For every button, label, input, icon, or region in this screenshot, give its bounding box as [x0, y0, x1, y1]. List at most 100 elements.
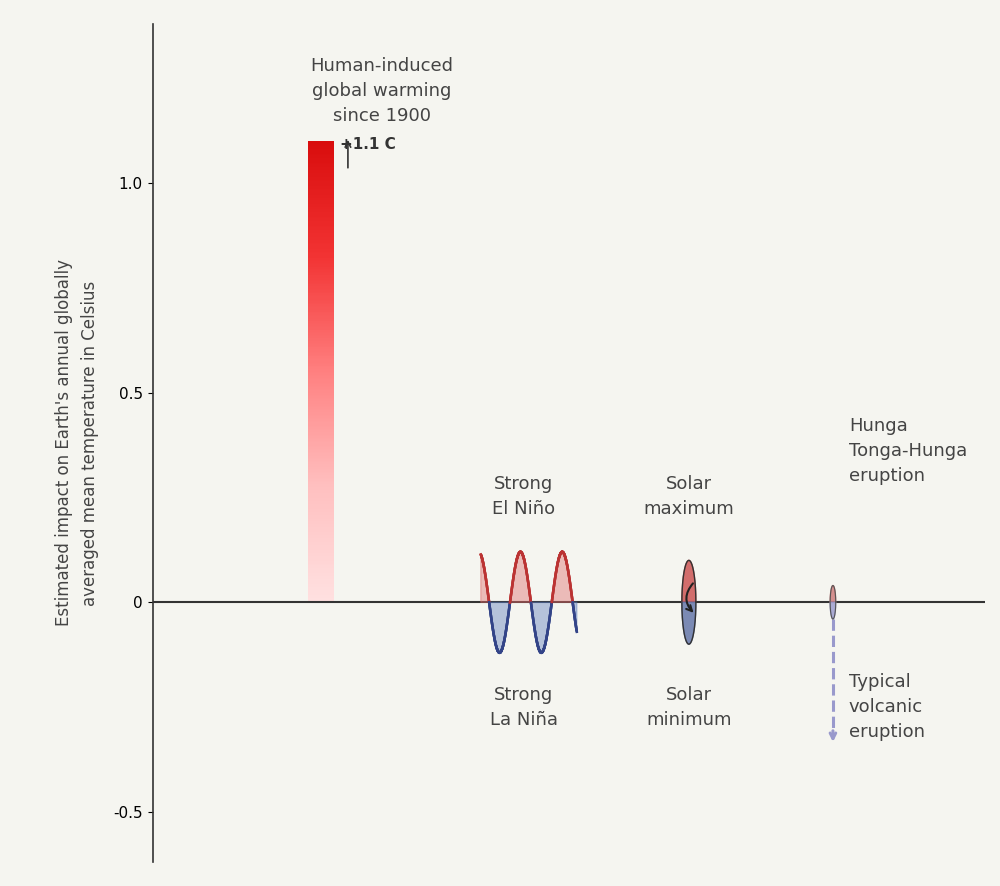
Bar [308, 450, 334, 452]
Bar [308, 419, 334, 421]
Bar [308, 174, 334, 175]
Bar [308, 511, 334, 513]
Bar [308, 349, 334, 350]
Text: Solar
minimum: Solar minimum [646, 686, 732, 729]
Bar [308, 542, 334, 544]
Bar [308, 567, 334, 569]
Bar [308, 197, 334, 198]
Bar [308, 492, 334, 494]
Bar [308, 284, 334, 285]
Bar [308, 400, 334, 401]
Bar [308, 415, 334, 416]
Bar [308, 306, 334, 307]
Bar [308, 438, 334, 439]
Text: Solar
maximum: Solar maximum [643, 476, 734, 518]
Bar [308, 360, 334, 361]
Bar [308, 561, 334, 563]
Bar [308, 389, 334, 390]
Bar [308, 299, 334, 301]
Bar [308, 592, 334, 593]
Bar [308, 201, 334, 203]
Bar [308, 473, 334, 475]
Bar [308, 298, 334, 299]
Bar [308, 413, 334, 415]
Bar [308, 333, 334, 335]
Bar [308, 579, 334, 580]
Bar [308, 582, 334, 584]
Bar [308, 285, 334, 287]
Bar [308, 291, 334, 293]
Bar [308, 155, 334, 157]
Bar [308, 462, 334, 464]
Bar [308, 183, 334, 184]
Bar [308, 362, 334, 364]
Bar [308, 487, 334, 488]
Bar [308, 423, 334, 424]
Bar [308, 553, 334, 555]
Bar [308, 335, 334, 337]
Bar [308, 406, 334, 407]
Bar [308, 569, 334, 570]
Bar [308, 565, 334, 567]
Bar [308, 238, 334, 239]
Bar [308, 176, 334, 178]
Bar [308, 151, 334, 152]
Bar [308, 593, 334, 595]
Bar [308, 293, 334, 295]
Bar [308, 241, 334, 243]
Bar [308, 372, 334, 373]
Bar [308, 404, 334, 406]
Bar [308, 261, 334, 262]
Bar [308, 392, 334, 393]
Bar [308, 307, 334, 308]
Bar [308, 501, 334, 502]
Bar [308, 275, 334, 276]
Bar [308, 251, 334, 252]
Bar [308, 385, 334, 387]
Bar [308, 166, 334, 167]
Bar [308, 441, 334, 442]
Bar [308, 598, 334, 599]
Bar [308, 401, 334, 402]
Bar [308, 435, 334, 436]
Bar [308, 159, 334, 161]
Bar [308, 458, 334, 459]
Text: +1.1 C: +1.1 C [340, 137, 396, 152]
Bar [308, 465, 334, 467]
Bar [308, 256, 334, 258]
Bar [308, 477, 334, 478]
Bar [308, 216, 334, 218]
Bar [308, 329, 334, 330]
Bar [308, 283, 334, 284]
Bar [308, 454, 334, 455]
Bar [308, 595, 334, 596]
Bar [308, 358, 334, 360]
Bar [308, 393, 334, 395]
Bar [308, 470, 334, 471]
Bar [308, 327, 334, 329]
Bar [308, 207, 334, 209]
Bar [308, 210, 334, 212]
Bar [308, 578, 334, 579]
Bar [308, 436, 334, 438]
Bar [308, 556, 334, 557]
Bar [308, 547, 334, 548]
Bar [308, 431, 334, 433]
Bar [308, 239, 334, 241]
Bar [308, 141, 334, 143]
Bar [308, 149, 334, 151]
Bar [308, 243, 334, 245]
Bar [308, 424, 334, 425]
Bar [308, 446, 334, 447]
Bar [308, 590, 334, 592]
Bar [308, 471, 334, 473]
Bar [308, 573, 334, 575]
Bar [308, 310, 334, 312]
Bar [308, 587, 334, 588]
Bar [308, 481, 334, 482]
Bar [308, 575, 334, 576]
Bar [308, 418, 334, 419]
Bar [308, 266, 334, 268]
Bar [308, 559, 334, 561]
Bar [308, 153, 334, 155]
